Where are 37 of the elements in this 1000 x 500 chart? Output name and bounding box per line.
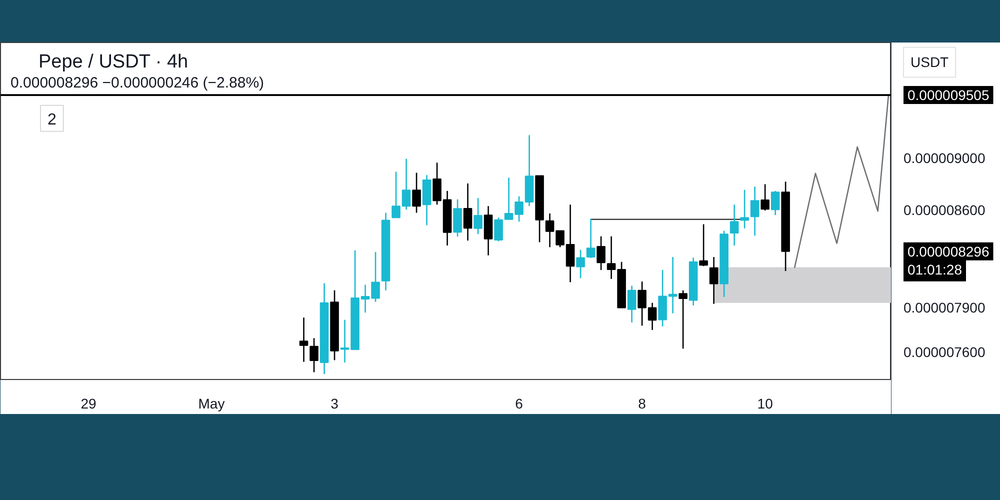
candlestick — [299, 316, 308, 362]
candlestick — [576, 249, 585, 279]
x-tick-label: 3 — [330, 396, 339, 412]
candlestick — [596, 236, 606, 271]
candlestick — [760, 184, 770, 212]
candlestick — [678, 290, 688, 350]
text: 01:01:28 — [908, 261, 962, 278]
candlestick — [412, 172, 421, 214]
candlestick — [494, 216, 503, 242]
candlestick — [750, 186, 760, 236]
ref-line-label: 0.000009505 — [908, 87, 990, 104]
y-tick-label: 0.000009000 — [904, 150, 986, 166]
candlestick — [740, 189, 749, 230]
y-tick-label: 0.000007600 — [904, 344, 986, 360]
candlestick — [463, 182, 472, 242]
x-tick-label: 8 — [638, 396, 646, 412]
candlestick — [709, 256, 718, 305]
y-tick-label: 0.000007900 — [904, 300, 986, 316]
text: USDT — [910, 54, 950, 70]
x-tick-label: 10 — [757, 396, 774, 412]
candlestick — [627, 285, 636, 324]
x-tick-label: May — [198, 396, 225, 412]
candlestick — [474, 197, 482, 235]
x-tick-label: 29 — [80, 396, 96, 412]
candlestick — [770, 190, 780, 216]
candlestick — [310, 337, 318, 373]
annotation: 2 — [48, 111, 56, 128]
candlestick — [699, 224, 708, 267]
y-tick-label: 0.000008600 — [904, 202, 986, 218]
text: 0.000008296 — [908, 243, 990, 260]
text: Pepe / USDT · 4h — [38, 52, 188, 73]
candlestick — [484, 205, 493, 256]
text: 0.000008296 −0.000000246 (−2.88%) — [10, 74, 264, 92]
x-tick-label: 6 — [515, 396, 524, 412]
candlestick — [453, 198, 462, 238]
candlestick — [586, 218, 596, 259]
candlestick — [730, 204, 739, 246]
